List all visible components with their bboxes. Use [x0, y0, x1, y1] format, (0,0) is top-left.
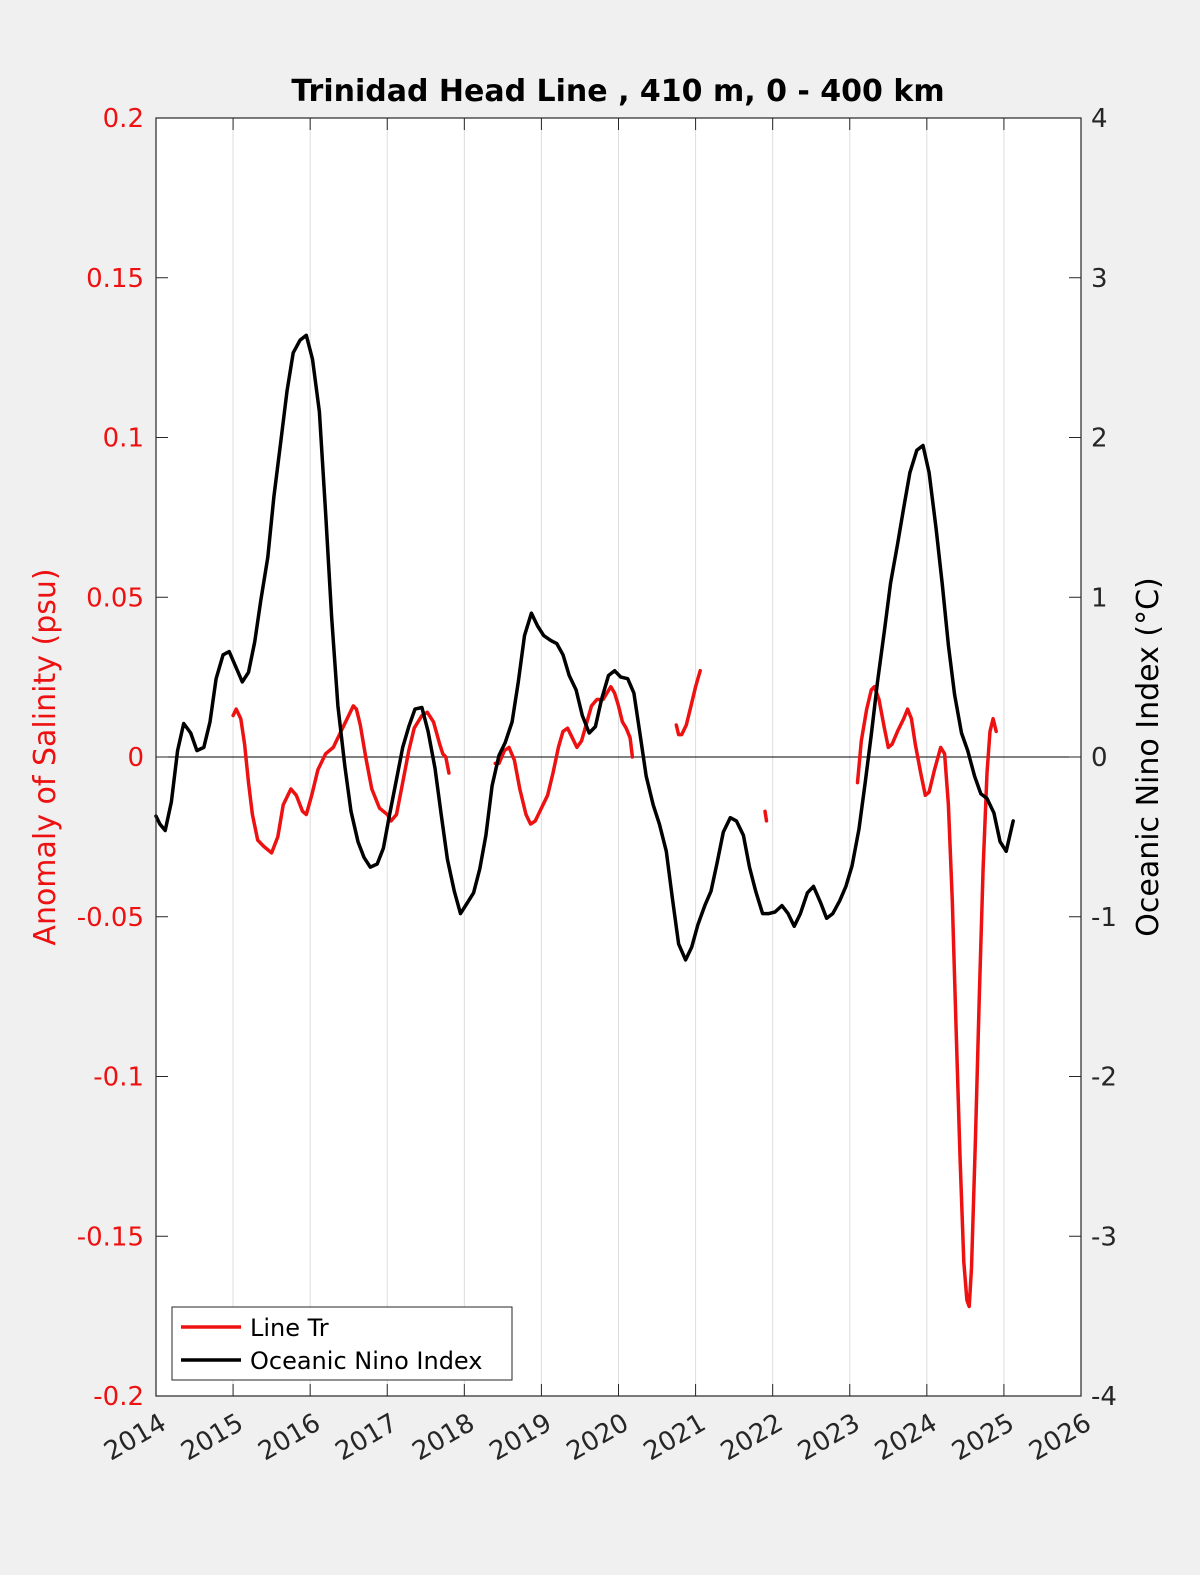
y-left-tick-label: -0.1 [93, 1063, 144, 1093]
legend-label-oni: Oceanic Nino Index [250, 1347, 482, 1375]
series-line-segment [154, 333, 1015, 962]
y-axis-right-label: Oceanic Nino Index (°C) [1131, 577, 1166, 937]
y-left-tick-label: 0 [127, 743, 144, 773]
y-left-tick-label: 0.05 [86, 583, 144, 613]
y-right-tick-label: 1 [1091, 583, 1108, 613]
y-left-tick-label: 0.1 [103, 424, 144, 454]
y-axis-left-label: Anomaly of Salinity (psu) [28, 568, 63, 945]
series-line-segment [493, 684, 635, 826]
legend: Line Tr Oceanic Nino Index [171, 1306, 513, 1381]
y-left-tick-label: -0.05 [77, 903, 144, 933]
y-right-tick-label: 0 [1091, 743, 1108, 773]
series-line-segment [855, 684, 998, 1309]
series-line-tr [231, 668, 998, 1309]
y-right-tick-label: 3 [1091, 264, 1108, 294]
y-right-tick-label: -3 [1091, 1222, 1117, 1252]
tick-labels: 2014 2015 2016 2017 2018 2019 2020 2021 2022 2023… [77, 104, 1117, 1467]
series-line-segment [674, 668, 702, 737]
y-right-tick-label: -2 [1091, 1063, 1117, 1093]
legend-box [171, 1306, 513, 1381]
y-left-tick-label: 0.15 [86, 264, 144, 294]
y-left-tick-label: -0.15 [77, 1222, 144, 1252]
series-oceanic-nino-index [154, 333, 1015, 962]
y-right-tick-label: -1 [1091, 903, 1117, 933]
y-right-tick-label: 2 [1091, 424, 1108, 454]
y-left-tick-label: -0.2 [93, 1382, 144, 1412]
chart-title: Trinidad Head Line , 410 m, 0 - 400 km [291, 74, 944, 109]
legend-label-line-tr: Line Tr [250, 1314, 329, 1342]
series-line-segment [231, 704, 451, 855]
ticks [155, 117, 1082, 1397]
y-right-tick-label: -4 [1091, 1382, 1117, 1412]
series-line-segment [763, 809, 769, 823]
series-layer [154, 333, 1015, 1309]
y-right-tick-label: 4 [1091, 104, 1108, 134]
y-left-tick-label: 0.2 [103, 104, 144, 134]
